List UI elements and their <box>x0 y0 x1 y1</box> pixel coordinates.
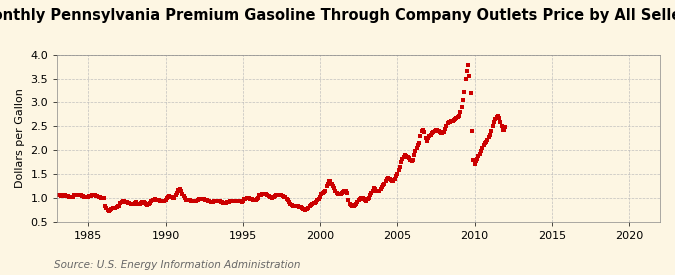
Text: Monthly Pennsylvania Premium Gasoline Through Company Outlets Price by All Selle: Monthly Pennsylvania Premium Gasoline Th… <box>0 8 675 23</box>
Text: Source: U.S. Energy Information Administration: Source: U.S. Energy Information Administ… <box>54 260 300 270</box>
Y-axis label: Dollars per Gallon: Dollars per Gallon <box>15 88 25 188</box>
